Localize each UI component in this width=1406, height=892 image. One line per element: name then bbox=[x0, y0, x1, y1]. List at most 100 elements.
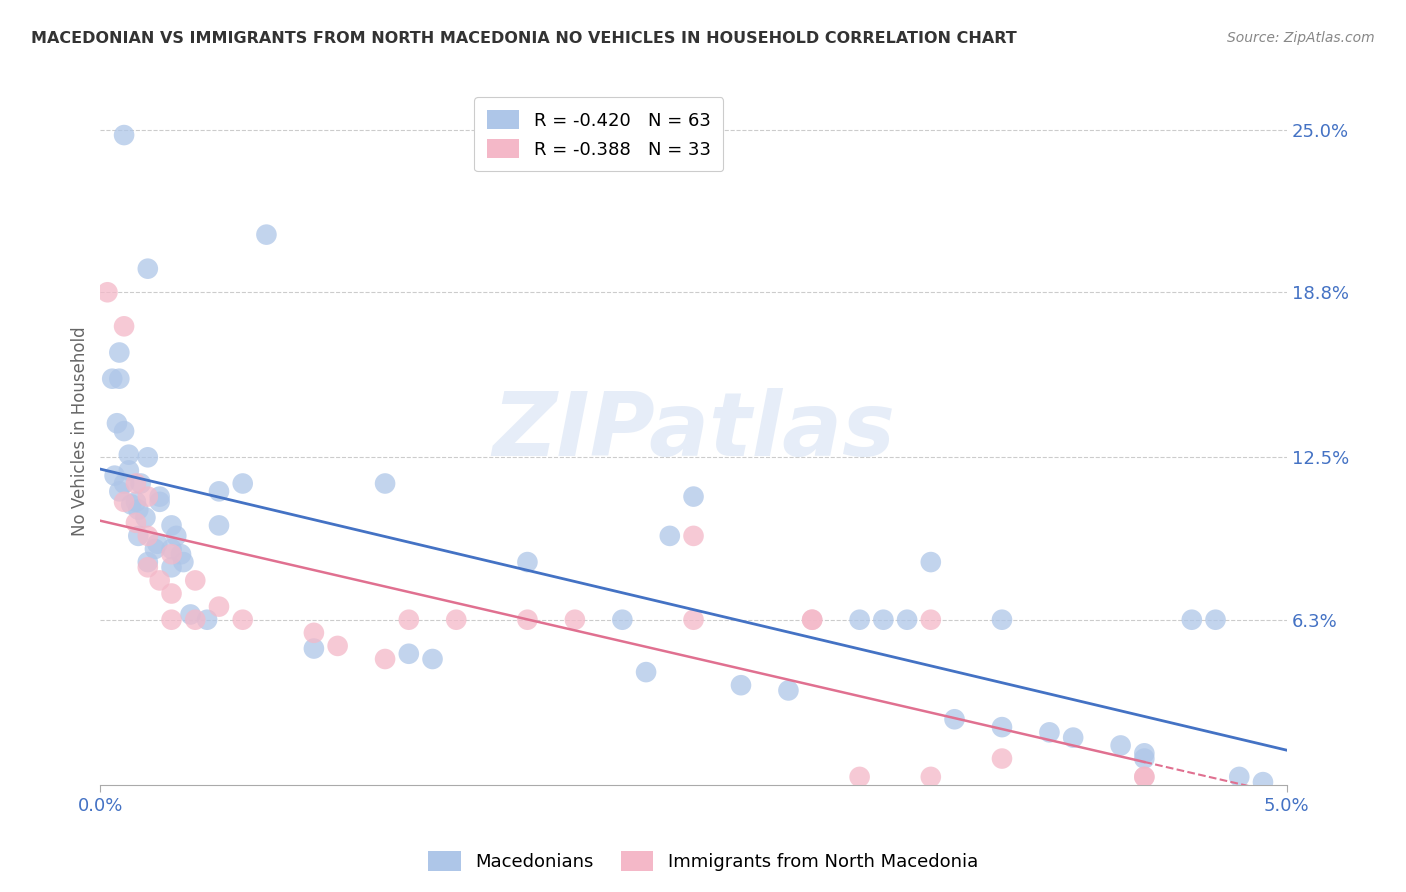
Point bbox=[1133, 747, 1156, 761]
Point bbox=[232, 476, 254, 491]
Point bbox=[136, 450, 159, 465]
Point bbox=[160, 541, 183, 556]
Point bbox=[302, 625, 325, 640]
Point bbox=[1133, 751, 1156, 765]
Point bbox=[120, 498, 142, 512]
Y-axis label: No Vehicles in Household: No Vehicles in Household bbox=[72, 326, 89, 536]
Point bbox=[184, 574, 207, 588]
Point bbox=[118, 463, 141, 477]
Point bbox=[848, 613, 870, 627]
Point bbox=[108, 372, 131, 386]
Point bbox=[1133, 770, 1156, 784]
Point bbox=[682, 490, 704, 504]
Point bbox=[1133, 770, 1156, 784]
Point bbox=[195, 613, 218, 627]
Point bbox=[612, 613, 634, 627]
Point bbox=[149, 495, 172, 509]
Point bbox=[1038, 725, 1060, 739]
Point bbox=[682, 613, 704, 627]
Point bbox=[136, 490, 159, 504]
Point bbox=[112, 424, 135, 438]
Point bbox=[108, 345, 131, 359]
Point bbox=[112, 319, 135, 334]
Point bbox=[103, 468, 125, 483]
Text: Source: ZipAtlas.com: Source: ZipAtlas.com bbox=[1227, 31, 1375, 45]
Point bbox=[422, 652, 444, 666]
Point bbox=[896, 613, 918, 627]
Point bbox=[108, 484, 131, 499]
Legend: R = -0.420   N = 63, R = -0.388   N = 33: R = -0.420 N = 63, R = -0.388 N = 33 bbox=[474, 97, 723, 171]
Text: MACEDONIAN VS IMMIGRANTS FROM NORTH MACEDONIA NO VEHICLES IN HOUSEHOLD CORRELATI: MACEDONIAN VS IMMIGRANTS FROM NORTH MACE… bbox=[31, 31, 1017, 46]
Point bbox=[112, 476, 135, 491]
Point bbox=[232, 613, 254, 627]
Point bbox=[136, 555, 159, 569]
Point bbox=[96, 285, 118, 300]
Point bbox=[118, 448, 141, 462]
Point bbox=[516, 555, 538, 569]
Point bbox=[516, 613, 538, 627]
Point bbox=[943, 712, 966, 726]
Point bbox=[149, 574, 172, 588]
Point bbox=[170, 547, 193, 561]
Point bbox=[446, 613, 468, 627]
Point bbox=[658, 529, 681, 543]
Point bbox=[920, 613, 942, 627]
Point bbox=[1205, 613, 1227, 627]
Point bbox=[801, 613, 824, 627]
Point bbox=[127, 529, 149, 543]
Point bbox=[127, 502, 149, 516]
Point bbox=[105, 416, 128, 430]
Point bbox=[374, 476, 396, 491]
Point bbox=[872, 613, 894, 627]
Point bbox=[160, 613, 183, 627]
Point bbox=[101, 372, 124, 386]
Point bbox=[129, 476, 152, 491]
Point bbox=[125, 476, 148, 491]
Point bbox=[1109, 739, 1132, 753]
Point bbox=[1181, 613, 1204, 627]
Point bbox=[134, 510, 156, 524]
Point bbox=[160, 586, 183, 600]
Point bbox=[184, 613, 207, 627]
Point bbox=[136, 261, 159, 276]
Point bbox=[165, 529, 187, 543]
Point bbox=[991, 613, 1014, 627]
Point bbox=[180, 607, 202, 622]
Point bbox=[920, 770, 942, 784]
Point bbox=[326, 639, 349, 653]
Text: ZIPatlas: ZIPatlas bbox=[492, 388, 896, 475]
Point bbox=[374, 652, 396, 666]
Point bbox=[160, 518, 183, 533]
Point bbox=[636, 665, 658, 679]
Point bbox=[143, 541, 166, 556]
Point bbox=[208, 518, 231, 533]
Point bbox=[1227, 770, 1250, 784]
Point bbox=[302, 641, 325, 656]
Point bbox=[125, 495, 148, 509]
Point bbox=[172, 555, 194, 569]
Point bbox=[112, 128, 135, 142]
Point bbox=[160, 547, 183, 561]
Point bbox=[564, 613, 586, 627]
Legend: Macedonians, Immigrants from North Macedonia: Macedonians, Immigrants from North Maced… bbox=[420, 844, 986, 879]
Point bbox=[398, 613, 420, 627]
Point bbox=[848, 770, 870, 784]
Point bbox=[991, 720, 1014, 734]
Point bbox=[778, 683, 800, 698]
Point bbox=[730, 678, 752, 692]
Point bbox=[256, 227, 278, 242]
Point bbox=[1251, 775, 1274, 789]
Point bbox=[208, 484, 231, 499]
Point bbox=[801, 613, 824, 627]
Point bbox=[160, 560, 183, 574]
Point bbox=[682, 529, 704, 543]
Point bbox=[208, 599, 231, 614]
Point bbox=[136, 529, 159, 543]
Point bbox=[125, 516, 148, 530]
Point bbox=[398, 647, 420, 661]
Point bbox=[136, 560, 159, 574]
Point bbox=[146, 537, 169, 551]
Point bbox=[149, 490, 172, 504]
Point bbox=[991, 751, 1014, 765]
Point bbox=[112, 495, 135, 509]
